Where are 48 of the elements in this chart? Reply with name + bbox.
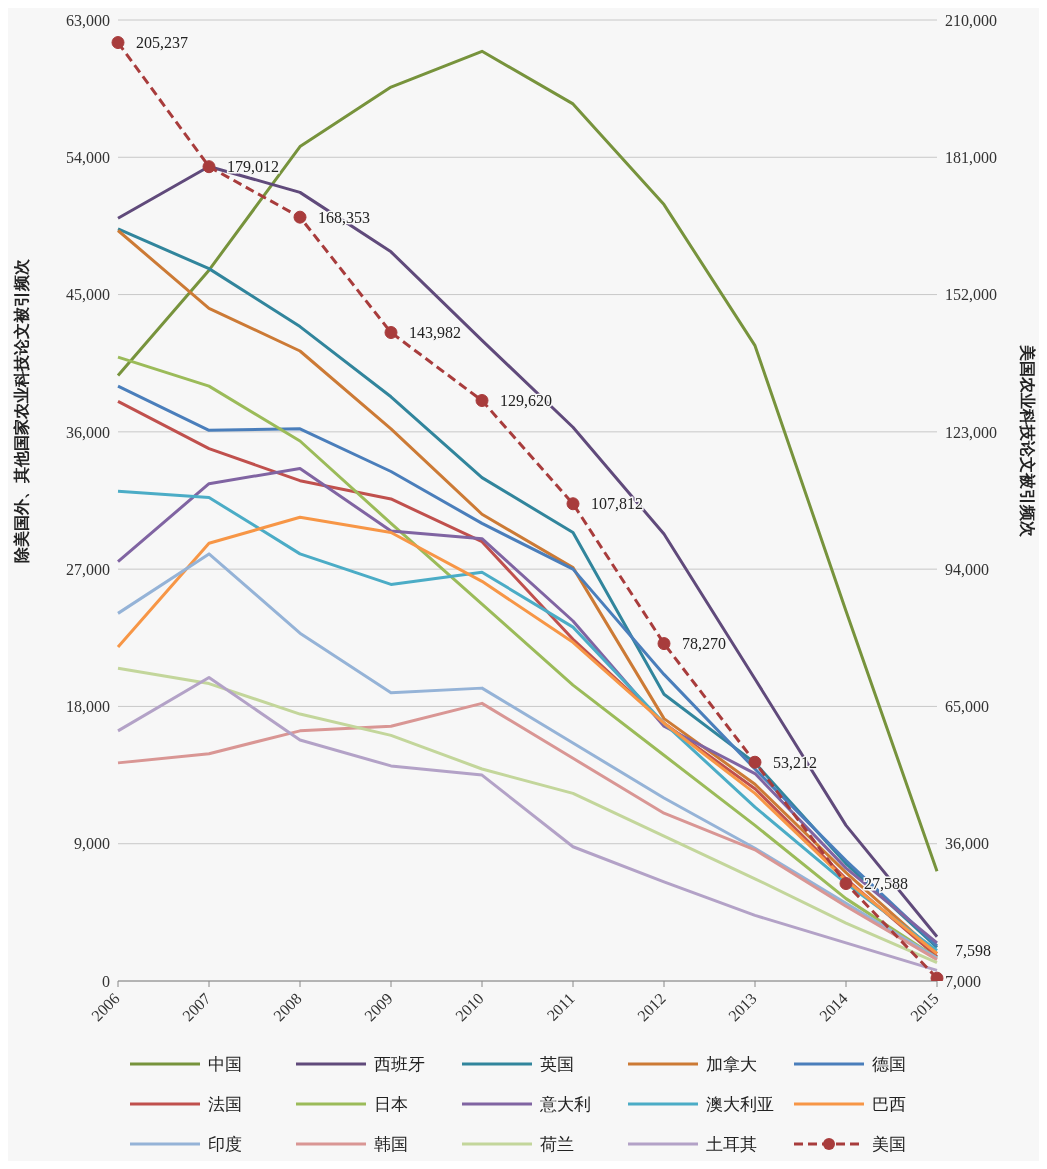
legend-label: 意大利: [540, 1092, 591, 1116]
y-tick-label: 18,000: [66, 698, 110, 716]
y-tick-label: 63,000: [66, 11, 110, 29]
legend-label: 西班牙: [374, 1052, 425, 1076]
y2-tick-label: 210,000: [945, 11, 997, 29]
data-label: 143,982: [409, 324, 461, 342]
y2-tick-label: 123,000: [945, 423, 997, 441]
legend-label: 法国: [208, 1092, 242, 1116]
y2-tick-label: 7,000: [945, 972, 981, 990]
point: [202, 160, 216, 174]
point: [839, 877, 853, 891]
point: [293, 210, 307, 224]
y-tick-label: 9,000: [74, 835, 110, 853]
legend-label: 中国: [208, 1052, 242, 1076]
y-tick-label: 45,000: [66, 286, 110, 304]
legend-label: 美国: [872, 1132, 906, 1156]
y2-tick-label: 181,000: [945, 148, 997, 166]
legend-label: 日本: [374, 1092, 408, 1116]
legend-label: 加拿大: [706, 1052, 757, 1076]
y2-tick-label: 94,000: [945, 560, 989, 578]
y2-tick-label: 152,000: [945, 286, 997, 304]
legend-label: 韩国: [374, 1132, 408, 1156]
legend-label: 土耳其: [706, 1132, 757, 1156]
y2-axis-title: 美国农业科技论文被引频次: [1017, 343, 1037, 538]
y-tick-label: 54,000: [66, 148, 110, 166]
legend-label: 德国: [872, 1052, 906, 1076]
point: [657, 637, 671, 651]
legend-label: 巴西: [872, 1092, 906, 1116]
point: [566, 497, 580, 511]
data-label: 7,598: [955, 941, 991, 959]
y-axis-title: 除美国外、其他国家农业科技论文被引频次: [11, 257, 31, 563]
legend-label: 印度: [208, 1132, 242, 1156]
data-label: 205,237: [136, 34, 188, 52]
point: [475, 394, 489, 408]
legend-label: 英国: [540, 1052, 574, 1076]
data-label: 179,012: [227, 158, 279, 176]
point: [748, 755, 762, 769]
data-label: 78,270: [682, 635, 726, 653]
point: [111, 36, 125, 50]
y2-tick-label: 65,000: [945, 698, 989, 716]
point: [384, 326, 398, 340]
y-tick-label: 36,000: [66, 423, 110, 441]
y2-tick-label: 36,000: [945, 835, 989, 853]
legend-label: 荷兰: [540, 1132, 574, 1156]
y-tick-label: 27,000: [66, 560, 110, 578]
legend-label: 澳大利亚: [706, 1092, 774, 1116]
y-tick-label: 0: [102, 972, 110, 990]
x-tick-label: 2011: [543, 989, 578, 1024]
